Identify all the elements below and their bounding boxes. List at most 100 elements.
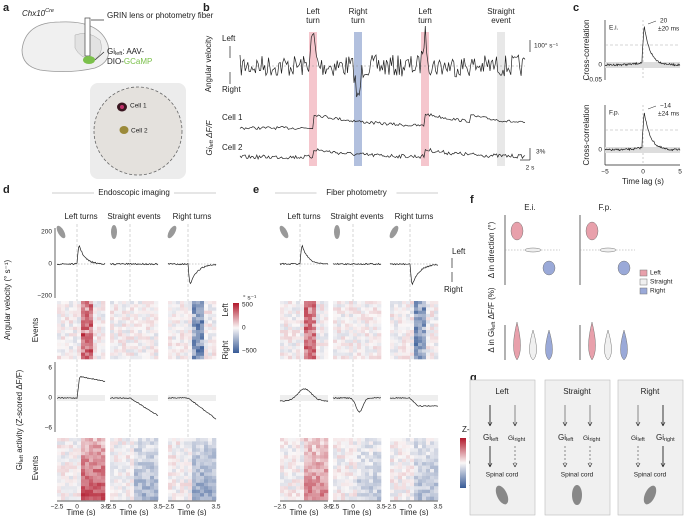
heatmap-cell	[93, 489, 98, 494]
heatmap-cell	[434, 455, 439, 459]
heatmap-cell	[422, 326, 427, 331]
heatmap-cell	[316, 448, 321, 452]
mouse-icon	[56, 225, 66, 239]
heatmap-cell	[312, 323, 317, 328]
heatmap-cell	[292, 330, 297, 334]
heatmap-cell	[204, 475, 209, 480]
heatmap-cell	[398, 349, 403, 353]
heatmap-cell	[126, 493, 131, 497]
heatmap-cell	[122, 465, 127, 470]
heatmap-cell	[426, 479, 431, 483]
heatmap-cell	[172, 317, 177, 321]
heatmap-cell	[292, 346, 297, 350]
heatmap-cell	[373, 444, 378, 449]
heatmap-cell	[280, 320, 285, 324]
heatmap-cell	[377, 307, 382, 311]
label-part: right	[664, 437, 675, 443]
heatmap-cell	[341, 441, 346, 446]
heatmap-cell	[93, 355, 98, 360]
heatmap-cell	[406, 336, 411, 340]
heatmap-cell	[138, 326, 143, 331]
heatmap-cell	[349, 475, 354, 480]
heatmap-cell	[418, 486, 423, 490]
heatmap-cell	[361, 479, 366, 483]
heatmap-cell	[320, 448, 325, 452]
heatmap-cell	[130, 438, 135, 442]
heatmap-cell	[126, 320, 131, 324]
heatmap-cell	[430, 451, 435, 456]
heatmap-cell	[188, 317, 193, 321]
heatmap-cell	[188, 352, 193, 357]
label-part: right	[590, 437, 601, 443]
heatmap-cell	[212, 339, 217, 344]
heatmap-cell	[69, 458, 74, 463]
heatmap-cell	[402, 355, 407, 360]
heatmap-cell	[357, 469, 362, 473]
heatmap-cell	[65, 333, 70, 337]
heatmap-cell	[324, 346, 329, 350]
heatmap-cell	[93, 479, 98, 483]
heatmap-cell	[280, 317, 285, 321]
heatmap-cell	[426, 346, 431, 350]
heatmap-cell	[345, 330, 350, 334]
heatmap-cell	[196, 489, 201, 494]
heatmap-cell	[57, 339, 62, 344]
event-band	[421, 32, 429, 166]
heatmap-cell	[284, 448, 289, 452]
heatmap-cell	[304, 349, 309, 353]
heatmap-cell	[377, 310, 382, 315]
mouse-icon	[572, 485, 582, 505]
label: Δ in Gileft ΔF/F (%)	[487, 287, 497, 352]
heatmap-cell	[176, 469, 181, 473]
heatmap-cell	[73, 307, 78, 311]
heatmap-cell	[146, 462, 151, 466]
heatmap-cell	[341, 330, 346, 334]
mouse-icon	[111, 225, 117, 239]
heatmap-cell	[296, 482, 301, 487]
heatmap-cell	[357, 438, 362, 442]
heatmap-cell	[172, 355, 177, 360]
heatmap-cell	[300, 482, 305, 487]
heatmap-cell	[212, 469, 217, 473]
heatmap-cell	[288, 482, 293, 487]
heatmap-cell	[406, 469, 411, 473]
heatmap-cell	[308, 323, 313, 328]
heatmap-cell	[280, 458, 285, 463]
heatmap-cell	[296, 310, 301, 315]
heatmap-cell	[320, 475, 325, 480]
heatmap-cell	[101, 462, 106, 466]
heatmap-cell	[118, 307, 123, 311]
heatmap-cell	[296, 472, 301, 477]
heatmap-cell	[373, 320, 378, 324]
heatmap-cell	[394, 346, 399, 350]
heatmap-cell	[122, 336, 127, 340]
heatmap-cell	[292, 472, 297, 477]
heatmap-cell	[130, 326, 135, 331]
heatmap-cell	[85, 441, 90, 446]
heatmap-cell	[292, 352, 297, 357]
heatmap-cell	[357, 323, 362, 328]
heatmap-cell	[422, 317, 427, 321]
heatmap-cell	[361, 339, 366, 344]
heatmap-cell	[316, 310, 321, 315]
heatmap-cell	[184, 307, 189, 311]
label: Gileft	[483, 433, 499, 443]
heatmap-cell	[316, 349, 321, 353]
heatmap-cell	[176, 479, 181, 483]
heatmap-cell	[353, 342, 358, 347]
heatmap-cell	[353, 479, 358, 483]
heatmap-cell	[168, 342, 173, 347]
heatmap-cell	[93, 472, 98, 477]
heatmap-cell	[93, 438, 98, 442]
heatmap-cell	[288, 355, 293, 360]
heatmap-cell	[418, 342, 423, 347]
heatmap-cell	[184, 323, 189, 328]
heatmap-cell	[434, 333, 439, 337]
heatmap-cell	[188, 333, 193, 337]
heatmap-cell	[373, 330, 378, 334]
heatmap-cell	[390, 310, 395, 315]
heatmap-cell	[168, 313, 173, 318]
heatmap-cell	[97, 469, 102, 473]
heatmap-cell	[118, 330, 123, 334]
heatmap-cell	[176, 310, 181, 315]
